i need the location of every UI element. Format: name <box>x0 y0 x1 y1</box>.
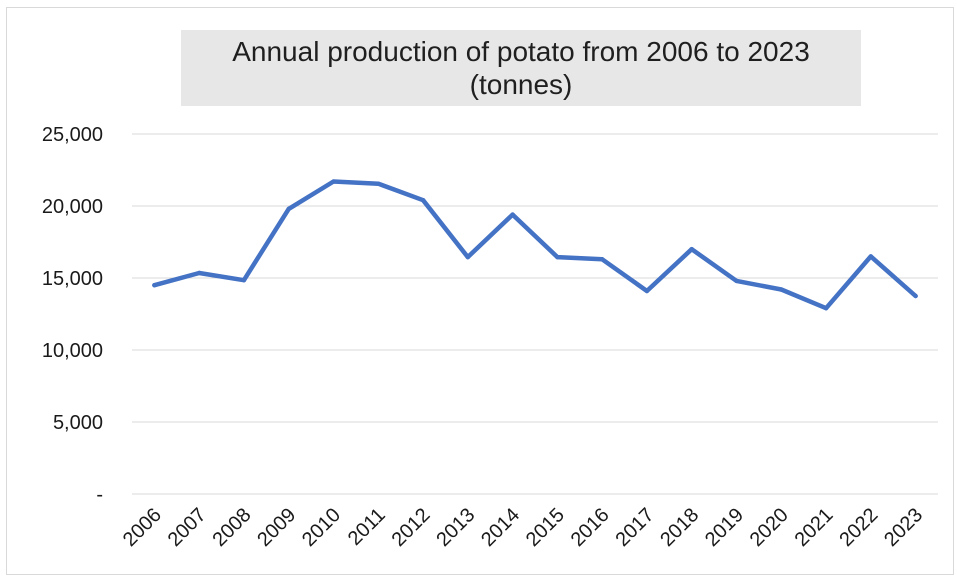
data-point <box>241 277 247 283</box>
x-tick-label: 2018 <box>656 504 703 551</box>
data-point <box>689 247 694 252</box>
x-tick-label: 2011 <box>344 504 390 550</box>
data-point <box>331 179 336 184</box>
data-point <box>555 254 560 260</box>
data-point <box>823 306 829 311</box>
x-tick-label: 2007 <box>164 504 211 551</box>
data-point <box>286 206 291 212</box>
data-point <box>779 287 784 292</box>
chart-title: Annual production of potato from 2006 to… <box>232 36 810 67</box>
x-tick-label: 2017 <box>611 504 658 551</box>
x-tick-label: 2014 <box>477 504 524 551</box>
data-point <box>913 293 918 299</box>
data-point <box>644 288 650 294</box>
y-tick-label: 15,000 <box>42 268 103 290</box>
data-point <box>196 270 202 276</box>
data-point <box>420 198 426 203</box>
chart-title-box: Annual production of potato from 2006 to… <box>181 30 861 106</box>
y-tick-label: - <box>96 484 103 506</box>
y-tick-label: 5,000 <box>53 412 103 434</box>
x-tick-label: 2022 <box>835 504 882 551</box>
x-tick-label: 2008 <box>208 504 255 551</box>
x-tick-label: 2013 <box>432 504 479 551</box>
x-tick-label: 2023 <box>880 504 927 551</box>
data-point <box>868 254 874 259</box>
y-tick-label: 20,000 <box>42 196 103 218</box>
data-point <box>599 257 605 262</box>
x-tick-label: 2019 <box>701 504 748 551</box>
series-line <box>152 179 918 311</box>
x-tick-label: 2020 <box>746 504 793 551</box>
x-tick-label: 2006 <box>119 504 166 551</box>
data-point <box>152 283 157 288</box>
x-tick-label: 2016 <box>567 504 614 551</box>
data-point <box>510 212 515 217</box>
chart-subtitle: (tonnes) <box>469 69 573 100</box>
x-tick-label: 2012 <box>388 504 435 551</box>
x-tick-label: 2010 <box>298 504 345 551</box>
x-tick-label: 2021 <box>791 504 838 551</box>
x-tick-label: 2009 <box>253 504 300 551</box>
y-tick-label: 10,000 <box>42 340 103 362</box>
x-tick-label: 2015 <box>522 504 569 551</box>
data-point <box>734 278 739 284</box>
y-tick-label: 25,000 <box>42 124 103 146</box>
data-point <box>376 181 381 186</box>
data-point <box>465 254 471 260</box>
